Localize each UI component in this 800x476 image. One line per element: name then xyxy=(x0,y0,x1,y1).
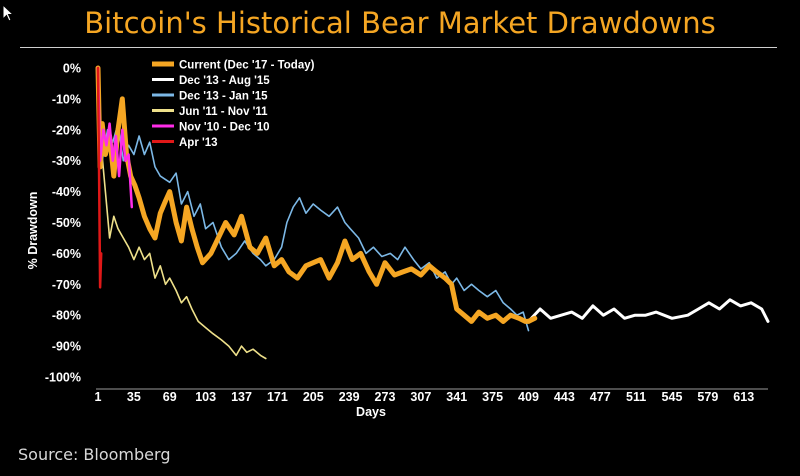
y-tick-label: -40% xyxy=(52,185,81,199)
x-tick-label: 375 xyxy=(482,390,503,404)
x-tick-label: 341 xyxy=(446,390,467,404)
x-tick-label: 103 xyxy=(195,390,216,404)
series-layer xyxy=(95,65,770,360)
x-tick-label: 239 xyxy=(339,390,360,404)
legend-label: Current (Dec '17 - Today) xyxy=(179,59,315,71)
y-tick-label: -10% xyxy=(52,92,81,106)
legend-label: Nov '10 - Dec '10 xyxy=(179,121,269,133)
x-tick-label: 205 xyxy=(303,390,324,404)
y-tick-label: -100% xyxy=(45,371,81,385)
y-tick-label: -60% xyxy=(52,247,81,261)
y-tick-label: -90% xyxy=(52,340,81,354)
legend-label: Dec '13 - Jan '15 xyxy=(179,90,268,102)
legend-label: Apr '13 xyxy=(179,137,218,149)
legend-label: Jun '11 - Nov '11 xyxy=(179,106,268,118)
y-tick-label: -80% xyxy=(52,309,81,323)
x-tick-label: 443 xyxy=(554,390,575,404)
title-divider xyxy=(20,47,777,48)
chart-title: Bitcoin's Historical Bear Market Drawdow… xyxy=(84,6,716,40)
x-tick-label: 171 xyxy=(267,390,288,404)
series-line-dec13_aug15 xyxy=(527,298,770,323)
x-tick-label: 273 xyxy=(375,390,396,404)
x-tick-label: 477 xyxy=(590,390,611,404)
y-tick-label: -20% xyxy=(52,123,81,137)
series-line-current xyxy=(95,65,538,324)
y-tick-label: -30% xyxy=(52,154,81,168)
series-line-dec13_jan15 xyxy=(97,67,530,332)
y-tick-label: -50% xyxy=(52,216,81,230)
x-tick-label: 409 xyxy=(518,390,539,404)
mouse-cursor-icon xyxy=(2,4,14,22)
x-tick-label: 307 xyxy=(410,390,431,404)
legend: Current (Dec '17 - Today) Dec '13 - Aug '… xyxy=(152,59,315,149)
x-tick-label: 511 xyxy=(626,390,646,404)
legend-label: Dec '13 - Aug '15 xyxy=(179,75,270,87)
x-tick-label: 579 xyxy=(697,390,718,404)
series-line-nov10_dec10 xyxy=(96,66,134,209)
x-axis-title: Days xyxy=(356,405,386,419)
x-tick-label: 613 xyxy=(733,390,754,404)
x-tick-label: 1 xyxy=(95,390,102,404)
x-tick-label: 545 xyxy=(662,390,683,404)
series-line-jun11_nov11 xyxy=(97,67,267,360)
axis-layer: 0% -10% -20% -30% -40% -50% -60% -70% -80% -90% -1… xyxy=(26,62,768,419)
series-line-apr13 xyxy=(96,66,103,289)
y-tick-label: 0% xyxy=(63,62,81,76)
y-axis-title: % Drawdown xyxy=(26,192,40,270)
x-tick-label: 69 xyxy=(163,390,177,404)
x-tick-label: 137 xyxy=(231,390,252,404)
y-tick-label: -70% xyxy=(52,278,81,292)
source-note: Source: Bloomberg xyxy=(18,445,171,464)
x-tick-label: 35 xyxy=(127,390,141,404)
